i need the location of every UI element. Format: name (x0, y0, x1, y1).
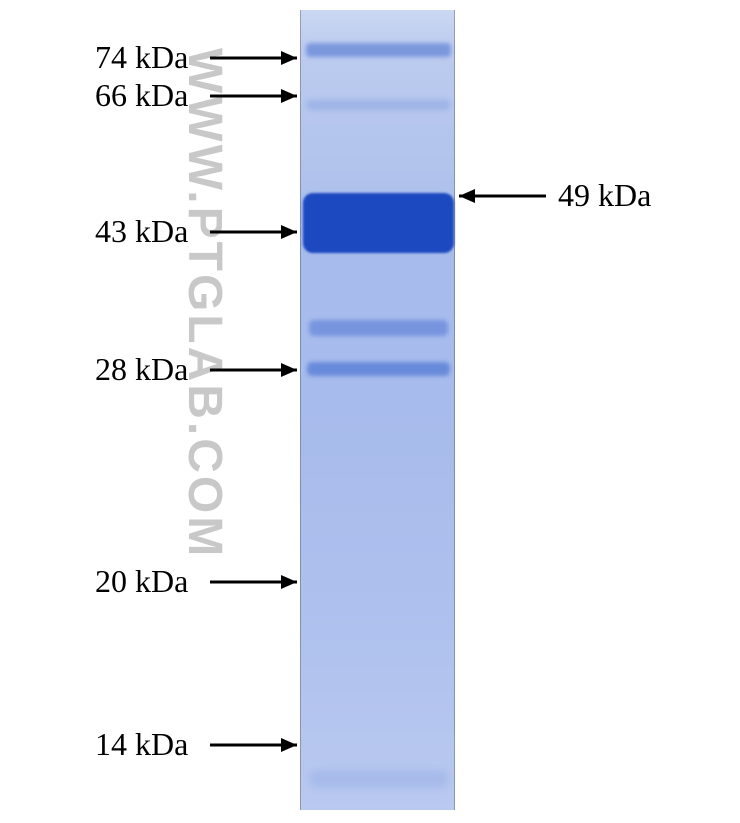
marker-label: 74 kDa (95, 39, 188, 76)
marker-label: 43 kDa (95, 213, 188, 250)
marker-label: 28 kDa (95, 351, 188, 388)
target-band-label: 49 kDa (558, 177, 651, 214)
arrow-layer (0, 0, 740, 823)
gel-figure-container: WWW.PTGLAB.COM 74 kDa66 kDa43 kDa28 kDa2… (0, 0, 740, 823)
marker-label: 20 kDa (95, 563, 188, 600)
marker-label: 66 kDa (95, 77, 188, 114)
marker-label: 14 kDa (95, 726, 188, 763)
